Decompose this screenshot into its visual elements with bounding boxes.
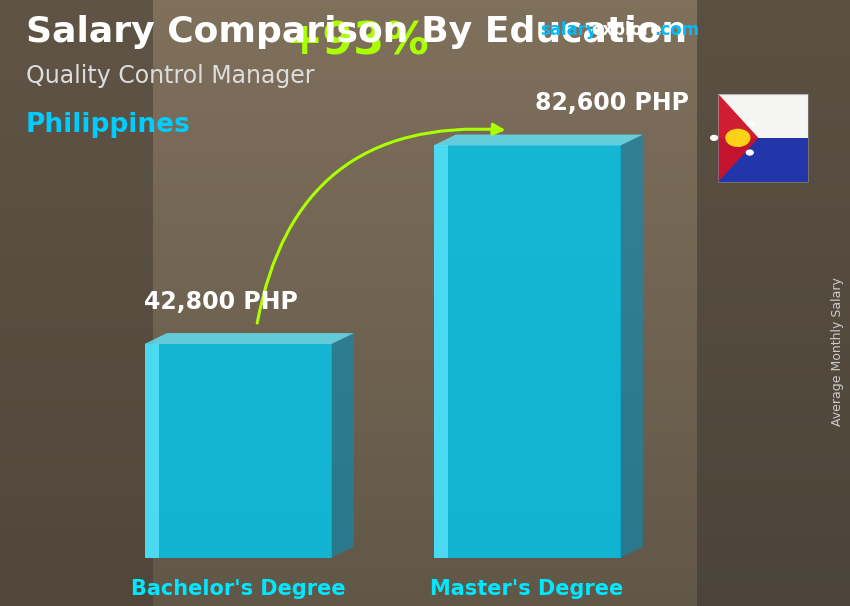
Bar: [0, 333, 850, 344]
Bar: [0, 0, 153, 606]
Circle shape: [746, 121, 753, 125]
Bar: [0, 545, 850, 556]
Text: +93%: +93%: [286, 21, 428, 64]
Text: Bachelor's Degree: Bachelor's Degree: [131, 579, 345, 599]
Bar: [718, 94, 808, 138]
Bar: [0, 182, 850, 192]
Bar: [0, 91, 850, 101]
Bar: [0, 454, 850, 465]
Bar: [0, 171, 850, 182]
Bar: [0, 424, 850, 435]
Bar: [0, 535, 850, 545]
Bar: [0, 0, 850, 10]
Bar: [0, 50, 850, 61]
Bar: [0, 313, 850, 323]
Bar: [434, 145, 449, 558]
Bar: [144, 344, 160, 558]
Circle shape: [746, 150, 753, 155]
Bar: [697, 0, 850, 606]
Bar: [0, 121, 850, 132]
Circle shape: [726, 130, 750, 146]
Bar: [0, 212, 850, 222]
Bar: [0, 162, 850, 171]
Bar: [0, 586, 850, 596]
Bar: [0, 273, 850, 283]
Text: Quality Control Manager: Quality Control Manager: [26, 64, 314, 88]
Text: Philippines: Philippines: [26, 112, 190, 138]
Text: 82,600 PHP: 82,600 PHP: [535, 91, 689, 115]
Bar: [0, 61, 850, 71]
Bar: [0, 71, 850, 81]
Text: Salary Comparison By Education: Salary Comparison By Education: [26, 15, 687, 49]
Text: salary: salary: [540, 21, 597, 39]
Bar: [0, 596, 850, 606]
Bar: [144, 344, 332, 558]
Bar: [0, 374, 850, 384]
Circle shape: [711, 136, 717, 140]
Bar: [0, 152, 850, 162]
Bar: [0, 101, 850, 111]
Bar: [0, 505, 850, 515]
Bar: [0, 565, 850, 576]
Bar: [0, 556, 850, 565]
Bar: [0, 303, 850, 313]
Bar: [0, 111, 850, 121]
Polygon shape: [434, 135, 643, 145]
Text: .com: .com: [654, 21, 700, 39]
Bar: [0, 404, 850, 414]
Bar: [0, 253, 850, 262]
Bar: [0, 465, 850, 474]
Bar: [0, 525, 850, 535]
Bar: [0, 323, 850, 333]
Bar: [0, 242, 850, 253]
Bar: [0, 132, 850, 141]
Bar: [0, 293, 850, 303]
Bar: [0, 353, 850, 364]
Bar: [0, 20, 850, 30]
Bar: [0, 283, 850, 293]
Bar: [0, 81, 850, 91]
Bar: [434, 145, 620, 558]
Bar: [0, 192, 850, 202]
Bar: [0, 576, 850, 586]
Bar: [0, 485, 850, 495]
Polygon shape: [144, 333, 354, 344]
Bar: [0, 41, 850, 50]
Polygon shape: [620, 135, 643, 558]
Bar: [0, 262, 850, 273]
Bar: [0, 495, 850, 505]
Text: Average Monthly Salary: Average Monthly Salary: [830, 277, 844, 426]
Bar: [0, 364, 850, 374]
Bar: [0, 232, 850, 242]
Bar: [0, 10, 850, 20]
Bar: [0, 141, 850, 152]
Polygon shape: [332, 333, 354, 558]
Bar: [0, 344, 850, 353]
Bar: [718, 94, 808, 182]
Bar: [0, 474, 850, 485]
Bar: [718, 138, 808, 182]
Bar: [0, 394, 850, 404]
Bar: [0, 222, 850, 232]
Polygon shape: [718, 94, 758, 182]
Bar: [0, 515, 850, 525]
Text: Master's Degree: Master's Degree: [430, 579, 624, 599]
Bar: [0, 202, 850, 212]
Bar: [0, 435, 850, 444]
Bar: [0, 414, 850, 424]
Bar: [0, 30, 850, 41]
Bar: [0, 444, 850, 454]
Text: 42,800 PHP: 42,800 PHP: [144, 290, 298, 314]
Text: explorer: explorer: [591, 21, 670, 39]
Bar: [0, 384, 850, 394]
